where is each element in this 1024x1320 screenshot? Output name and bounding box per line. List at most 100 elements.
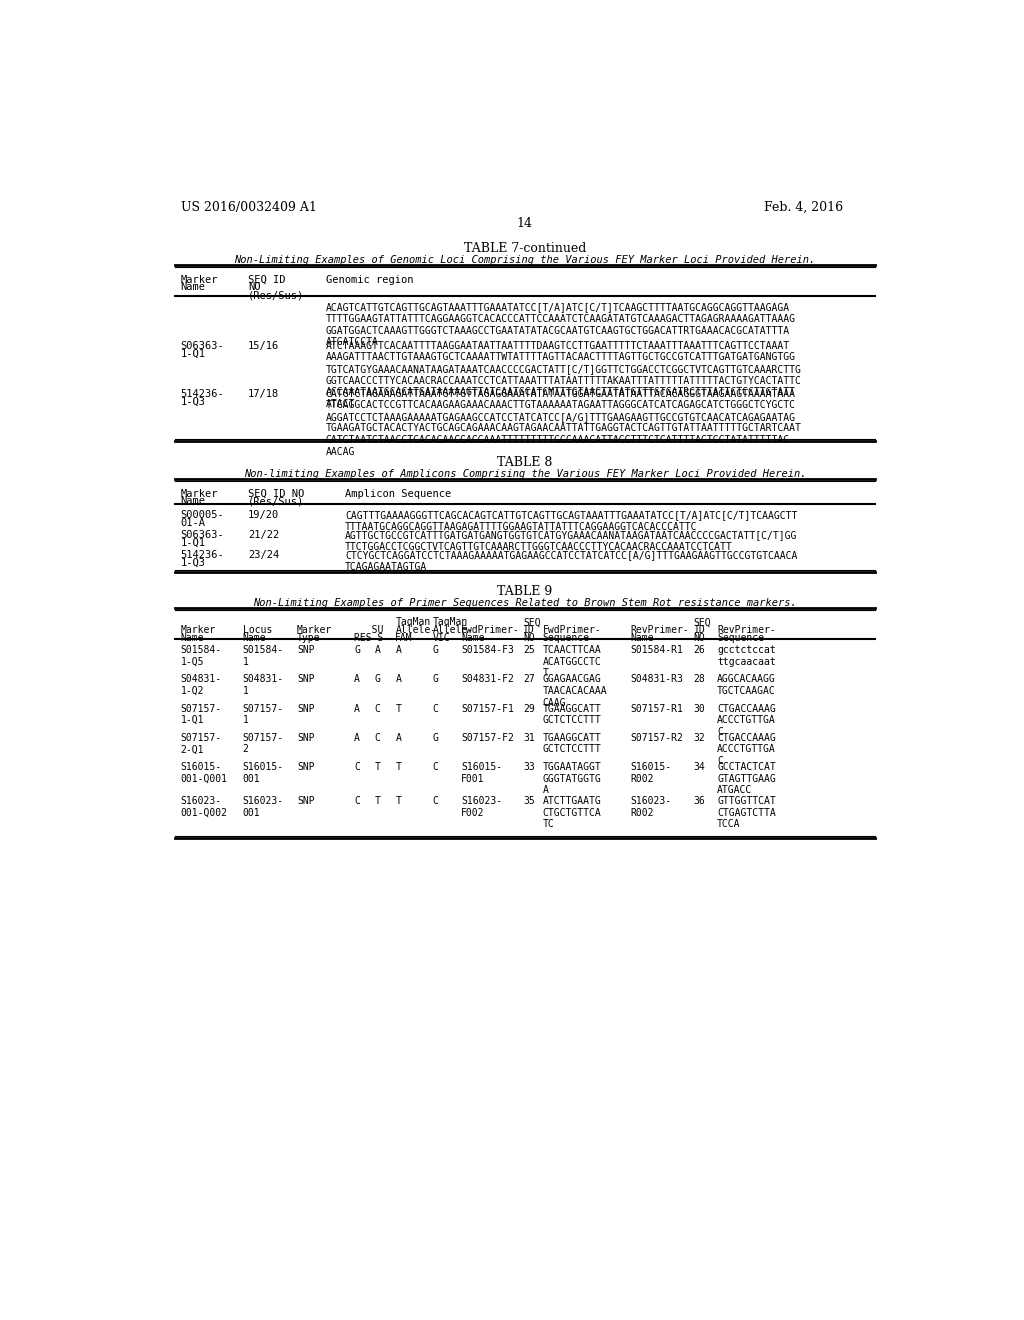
Text: 26: 26 bbox=[693, 645, 706, 655]
Text: S00005-: S00005- bbox=[180, 511, 224, 520]
Text: GCCTACTCAT
GTAGTTGAAG
ATGACC: GCCTACTCAT GTAGTTGAAG ATGACC bbox=[717, 762, 776, 795]
Text: SEQ ID NO: SEQ ID NO bbox=[248, 488, 304, 499]
Text: C: C bbox=[432, 704, 438, 714]
Text: Feb. 4, 2016: Feb. 4, 2016 bbox=[764, 201, 843, 214]
Text: Marker: Marker bbox=[180, 488, 218, 499]
Text: 34: 34 bbox=[693, 762, 706, 772]
Text: G: G bbox=[432, 733, 438, 743]
Text: GTTGGTTCAT
CTGAGTCTTA
TCCA: GTTGGTTCAT CTGAGTCTTA TCCA bbox=[717, 796, 776, 829]
Text: 15/16: 15/16 bbox=[248, 341, 280, 351]
Text: A: A bbox=[395, 645, 401, 655]
Text: S16023-
001: S16023- 001 bbox=[243, 796, 284, 817]
Text: TABLE 7-continued: TABLE 7-continued bbox=[464, 242, 586, 255]
Text: C: C bbox=[354, 762, 360, 772]
Text: CTGACCAAAG
ACCCTGTTGA
C: CTGACCAAAG ACCCTGTTGA C bbox=[717, 704, 776, 737]
Text: S06363-: S06363- bbox=[180, 341, 224, 351]
Text: Genomic region: Genomic region bbox=[326, 275, 413, 285]
Text: 23/24: 23/24 bbox=[248, 550, 280, 560]
Text: Locus: Locus bbox=[243, 626, 272, 635]
Text: T: T bbox=[375, 762, 380, 772]
Text: T: T bbox=[375, 796, 380, 807]
Text: 36: 36 bbox=[693, 796, 706, 807]
Text: GGAGAACGAG
TAACACACAAA
CAAG: GGAGAACGAG TAACACACAAA CAAG bbox=[543, 675, 607, 708]
Text: Non-Limiting Examples of Genomic Loci Comprising the Various FEY Marker Loci Pro: Non-Limiting Examples of Genomic Loci Co… bbox=[234, 255, 815, 264]
Text: Non-limiting Examples of Amplicons Comprising the Various FEY Marker Loci Provid: Non-limiting Examples of Amplicons Compr… bbox=[244, 469, 806, 479]
Text: (Res/Sus): (Res/Sus) bbox=[248, 496, 304, 507]
Text: TABLE 8: TABLE 8 bbox=[497, 455, 553, 469]
Text: NO: NO bbox=[523, 632, 535, 643]
Text: S04831-F2: S04831-F2 bbox=[461, 675, 514, 684]
Text: 1-Q3: 1-Q3 bbox=[180, 558, 206, 568]
Text: RES S: RES S bbox=[354, 632, 384, 643]
Text: S01584-F3: S01584-F3 bbox=[461, 645, 514, 655]
Text: SNP: SNP bbox=[297, 675, 314, 684]
Text: FwdPrimer-: FwdPrimer- bbox=[543, 626, 601, 635]
Text: SNP: SNP bbox=[297, 733, 314, 743]
Text: A: A bbox=[395, 675, 401, 684]
Text: TGAAGGCATT
GCTCTCCTTT: TGAAGGCATT GCTCTCCTTT bbox=[543, 733, 601, 755]
Text: RevPrimer-: RevPrimer- bbox=[630, 626, 689, 635]
Text: S16023-
001-Q002: S16023- 001-Q002 bbox=[180, 796, 227, 817]
Text: Name: Name bbox=[180, 632, 204, 643]
Text: 35: 35 bbox=[523, 796, 535, 807]
Text: SEQ: SEQ bbox=[523, 618, 541, 627]
Text: S07157-F1: S07157-F1 bbox=[461, 704, 514, 714]
Text: C: C bbox=[375, 733, 380, 743]
Text: TGGAATAGGT
GGGTATGGTG
A: TGGAATAGGT GGGTATGGTG A bbox=[543, 762, 601, 795]
Text: S07157-R2: S07157-R2 bbox=[630, 733, 683, 743]
Text: Allele-: Allele- bbox=[432, 626, 474, 635]
Text: Name: Name bbox=[180, 496, 206, 507]
Text: Name: Name bbox=[461, 632, 484, 643]
Text: Sequence: Sequence bbox=[717, 632, 764, 643]
Text: G: G bbox=[432, 645, 438, 655]
Text: C: C bbox=[432, 796, 438, 807]
Text: (Res/Sus): (Res/Sus) bbox=[248, 290, 304, 300]
Text: FAM: FAM bbox=[395, 632, 413, 643]
Text: 21/22: 21/22 bbox=[248, 531, 280, 540]
Text: CTGACCAAAG
ACCCTGTTGA
C: CTGACCAAAG ACCCTGTTGA C bbox=[717, 733, 776, 766]
Text: TABLE 9: TABLE 9 bbox=[498, 585, 552, 598]
Text: C: C bbox=[432, 762, 438, 772]
Text: gcctctccat
ttgcaacaat: gcctctccat ttgcaacaat bbox=[717, 645, 776, 667]
Text: 17/18: 17/18 bbox=[248, 388, 280, 399]
Text: NO: NO bbox=[248, 282, 261, 292]
Text: SNP: SNP bbox=[297, 704, 314, 714]
Text: G: G bbox=[375, 675, 380, 684]
Text: 1-Q1: 1-Q1 bbox=[180, 539, 206, 548]
Text: S16023-
F002: S16023- F002 bbox=[461, 796, 503, 817]
Text: 30: 30 bbox=[693, 704, 706, 714]
Text: 33: 33 bbox=[523, 762, 535, 772]
Text: RevPrimer-: RevPrimer- bbox=[717, 626, 776, 635]
Text: S04831-
1-Q2: S04831- 1-Q2 bbox=[180, 675, 222, 696]
Text: Marker: Marker bbox=[297, 626, 332, 635]
Text: C: C bbox=[375, 704, 380, 714]
Text: 28: 28 bbox=[693, 675, 706, 684]
Text: Type: Type bbox=[297, 632, 321, 643]
Text: 27: 27 bbox=[523, 675, 535, 684]
Text: S07157-
2: S07157- 2 bbox=[243, 733, 284, 755]
Text: Amplicon Sequence: Amplicon Sequence bbox=[345, 488, 452, 499]
Text: S16015-
R002: S16015- R002 bbox=[630, 762, 672, 784]
Text: SEQ ID: SEQ ID bbox=[248, 275, 286, 285]
Text: C: C bbox=[354, 796, 360, 807]
Text: 514236-: 514236- bbox=[180, 550, 224, 560]
Text: TCAACTTCAA
ACATGGCCTC
T: TCAACTTCAA ACATGGCCTC T bbox=[543, 645, 601, 678]
Text: Name: Name bbox=[180, 282, 206, 292]
Text: Name: Name bbox=[243, 632, 266, 643]
Text: 01-A: 01-A bbox=[180, 517, 206, 528]
Text: NO: NO bbox=[693, 632, 706, 643]
Text: S07157-F2: S07157-F2 bbox=[461, 733, 514, 743]
Text: CATGTCTAGAAAGATTAAATGTTGTTAGAGGAAATATATAATGGATGAATATAATTACACAGGGTAAGAAGTAAAATAAA: CATGTCTAGAAAGATTAAATGTTGTTAGAGGAAATATATA… bbox=[326, 388, 802, 457]
Text: TaqMan: TaqMan bbox=[395, 618, 431, 627]
Text: Allele-: Allele- bbox=[395, 626, 436, 635]
Text: S04831-R3: S04831-R3 bbox=[630, 675, 683, 684]
Text: A: A bbox=[354, 733, 360, 743]
Text: A: A bbox=[354, 675, 360, 684]
Text: 19/20: 19/20 bbox=[248, 511, 280, 520]
Text: AGGCACAAGG
TGCTCAAGAC: AGGCACAAGG TGCTCAAGAC bbox=[717, 675, 776, 696]
Text: SNP: SNP bbox=[297, 796, 314, 807]
Text: ID: ID bbox=[693, 626, 706, 635]
Text: S07157-
2-Q1: S07157- 2-Q1 bbox=[180, 733, 222, 755]
Text: ATCTAAAGTTCACAATTTTAAGGAATAATTAATTTTDAAGTCCTTGAATTTTTCTAAATTTAAATTTCAGTTCCTAAAT
: ATCTAAAGTTCACAATTTTAAGGAATAATTAATTTTDAAG… bbox=[326, 341, 802, 409]
Text: S01584-
1-Q5: S01584- 1-Q5 bbox=[180, 645, 222, 667]
